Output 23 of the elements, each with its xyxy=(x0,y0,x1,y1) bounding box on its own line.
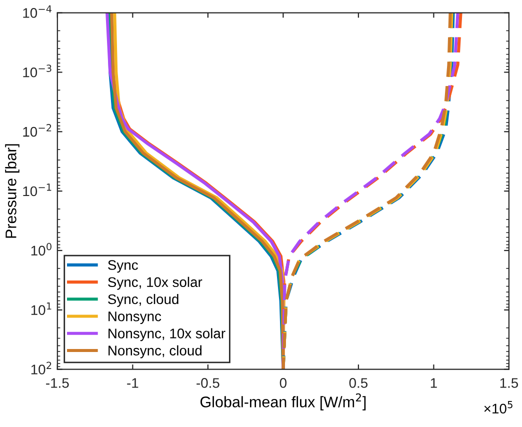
y-tick-label: 10$^{1}$ xyxy=(31,302,52,316)
y-tick-label: 10$^{−4}$ xyxy=(23,5,52,18)
x-axis-title: Global-mean flux [W/m$^{2}$] xyxy=(200,393,366,410)
legend-label: Sync, cloud xyxy=(108,294,178,307)
x-tick-label: 1 xyxy=(430,378,437,388)
y-tick-label: 10$^{−3}$ xyxy=(23,64,52,78)
x-tick-label: 1.5 xyxy=(500,378,518,388)
legend-label: Nonsync, 10x solar xyxy=(108,328,226,342)
legend-label: Nonsync, cloud xyxy=(108,345,202,358)
x-tick-label: -0.5 xyxy=(196,378,220,388)
y-tick-label: 10$^{−2}$ xyxy=(23,124,52,137)
y-axis-title: Pressure [bar] xyxy=(5,144,20,238)
x-tick-label: 0 xyxy=(280,378,287,388)
x-tick-label: -1.5 xyxy=(46,378,69,388)
x-tick-label: 0.5 xyxy=(349,378,368,388)
x-tick-label: -1 xyxy=(127,378,138,388)
legend-label: Sync xyxy=(108,260,138,273)
y-tick-label: 10$^{2}$ xyxy=(31,362,52,374)
y-tick-label: 10$^{0}$ xyxy=(31,242,52,256)
y-tick-label: 10$^{−1}$ xyxy=(23,184,52,196)
legend-label: Sync, 10x solar xyxy=(108,276,202,290)
legend-label: Nonsync xyxy=(108,312,162,324)
text: ×10$^{5}$ xyxy=(484,401,512,414)
